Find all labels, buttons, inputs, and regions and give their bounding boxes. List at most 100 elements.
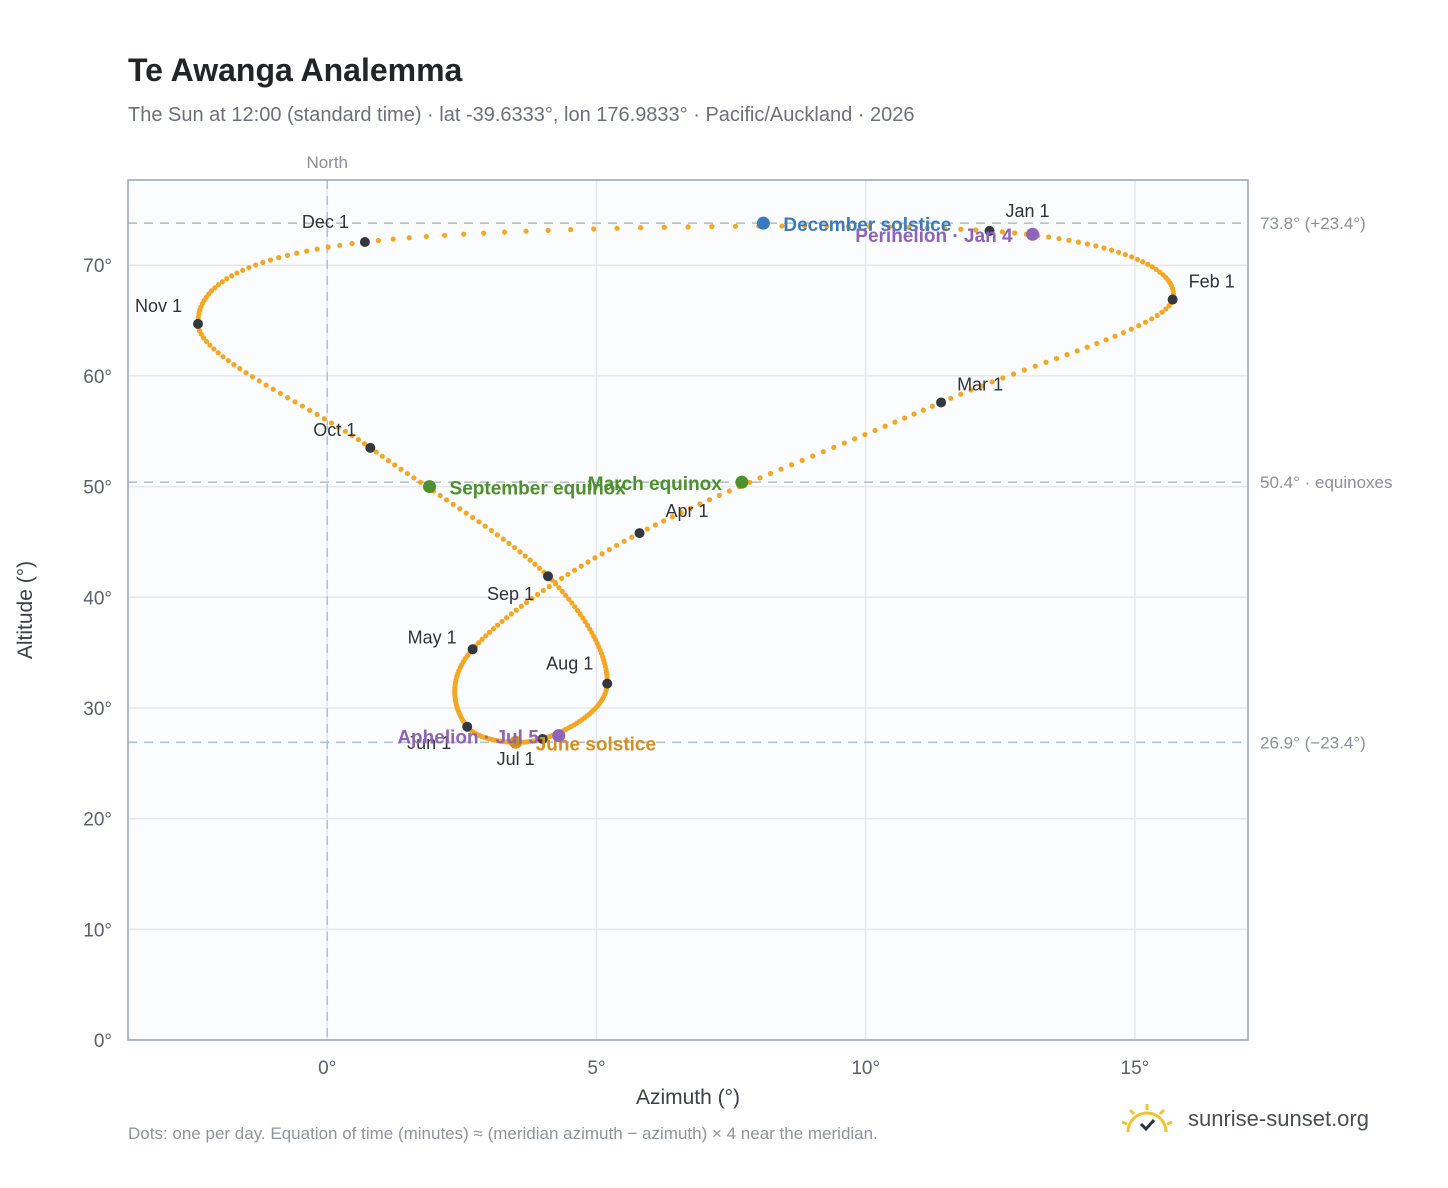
month-marker-label: Jul 1 [497,749,535,769]
day-dot [220,354,226,360]
day-dot [488,527,494,534]
month-marker-label: Jun 1 [407,733,451,753]
plot-area [128,180,1248,1040]
day-dot [862,431,868,438]
day-dot [565,571,571,577]
day-dot [501,229,508,235]
day-dot [582,619,588,625]
day-dot [1149,264,1155,270]
day-dot [556,585,562,591]
day-dot [563,592,569,598]
day-dot [1149,316,1155,322]
day-dot [240,267,246,273]
day-dot [973,227,979,233]
month-marker-dot [634,528,645,539]
day-dot [1093,243,1099,249]
month-marker-label: Oct 1 [313,420,356,440]
day-dot [234,270,240,276]
day-dot [1032,363,1038,369]
day-dot [267,257,274,263]
day-dot [246,265,252,271]
day-dot [1122,251,1128,258]
day-dot [687,505,694,511]
special-point-label: Perihelion · Jan 4 [855,226,1013,247]
month-marker-dot [359,236,370,247]
day-dot [349,432,355,439]
day-dot [886,224,893,230]
day-dot [1084,241,1090,247]
day-dot [1103,337,1109,343]
day-dot [212,285,218,291]
day-dot [1153,266,1159,273]
day-dot [644,526,650,532]
day-dot [490,626,497,632]
day-dot [215,350,221,356]
day-dot [578,563,584,569]
day-dot [342,428,348,434]
reference-lines: 73.8° (+23.4°) 50.4° · equinoxes 26.9° (−2… [128,214,1393,752]
day-dot [1012,230,1018,236]
y-axis-label: Altitude (°) [14,561,37,659]
day-dot [355,437,361,443]
day-dot [276,255,282,261]
day-dot [284,252,291,258]
day-dot [920,407,926,413]
meridian-label: North [306,153,348,172]
month-marker-dot [365,442,376,453]
day-dot [523,599,530,605]
day-dot [423,233,429,240]
day-dot [335,424,342,430]
special-point-dot [735,475,749,489]
day-dot [585,559,591,565]
month-marker-dot [462,721,473,732]
day-dot [518,603,524,609]
day-dot [1056,236,1062,242]
day-dot [571,567,578,573]
day-dot [545,227,551,233]
day-dot [256,378,262,384]
day-dot [260,259,266,266]
day-dot [1108,247,1115,253]
day-dot [845,223,852,229]
day-dot [1074,348,1080,354]
y-tick-label: 60° [83,367,112,388]
month-marker-dot [543,571,553,582]
day-dot [592,555,598,561]
day-dot [685,224,691,230]
day-dot [902,415,908,421]
day-dot [709,223,715,230]
day-dot [726,488,732,494]
day-dot [506,540,512,546]
brand[interactable]: sunrise-sunset.org [1118,1102,1369,1136]
day-dot [219,279,225,285]
day-dot [373,449,379,455]
day-dot [349,240,355,247]
day-dot [463,510,469,516]
day-dot [486,629,493,635]
day-dot [968,387,974,393]
day-dot [599,551,605,557]
day-dot [820,449,826,455]
special-point-label: September equinox [450,479,627,500]
day-dot [767,470,774,477]
reference-line-label: 26.9° (−23.4°) [1260,733,1366,752]
month-marker-label: Apr 1 [666,501,709,521]
special-point-dot [423,480,437,494]
day-dot [1159,309,1165,315]
day-dot [203,338,210,345]
x-tick-label: 10° [851,1058,880,1079]
day-dot [503,615,510,621]
x-axis-label: Azimuth (°) [636,1086,740,1109]
day-dot [479,636,485,642]
month-marker-dot [602,678,613,689]
day-dot [285,395,291,401]
day-dot [638,225,644,231]
month-marker-label: Sep 1 [487,584,534,604]
day-dot [747,479,753,485]
day-dot [522,553,528,559]
day-dot [1101,245,1107,251]
day-dot [1075,239,1081,245]
day-dot [1142,319,1149,325]
day-dot [810,453,816,459]
day-dot [929,403,935,409]
